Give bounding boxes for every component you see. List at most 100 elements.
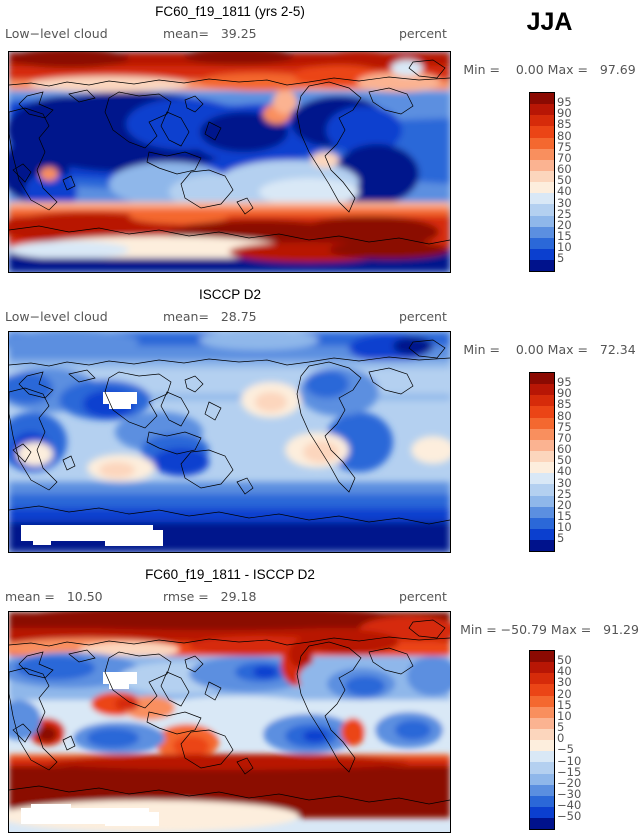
colorbar-tick-label: 60 bbox=[557, 442, 572, 457]
colorbar-tick-label: 15 bbox=[557, 508, 572, 523]
colorbar-segment bbox=[529, 372, 555, 385]
panel-diff-minmax: Min = −50.79 Max = 91.29 bbox=[460, 622, 639, 637]
colorbar-tick-label: 90 bbox=[557, 106, 572, 121]
missing-data-mask bbox=[21, 392, 163, 546]
colorbar-tick-label: 10 bbox=[557, 520, 572, 535]
colorbar-tick-label: 40 bbox=[557, 184, 572, 199]
missing-data-mask bbox=[21, 672, 159, 826]
panel-obs-mean: mean= 28.75 bbox=[163, 309, 257, 324]
colorbar-diff[interactable] bbox=[529, 650, 555, 831]
panel-obs-variable: Low−level cloud bbox=[5, 309, 108, 324]
colorbar-segment bbox=[529, 248, 555, 261]
colorbar-tick-label: 30 bbox=[557, 195, 572, 210]
colorbar-tick-label: 80 bbox=[557, 128, 572, 143]
map-obs[interactable] bbox=[8, 331, 451, 553]
colorbar-segment bbox=[529, 684, 555, 696]
colorbar-segment bbox=[529, 762, 555, 774]
colorbar-tick-label: 75 bbox=[557, 419, 572, 434]
colorbar-tick-label: 10 bbox=[557, 240, 572, 255]
panel-test-variable: Low−level cloud bbox=[5, 26, 108, 41]
colorbar-test[interactable] bbox=[529, 92, 555, 273]
colorbar-segment bbox=[529, 795, 555, 807]
coastlines bbox=[9, 59, 450, 245]
panel-obs: ISCCP D2 Low−level cloud mean= 28.75 per… bbox=[0, 283, 636, 565]
colorbar-segment bbox=[529, 126, 555, 138]
panel-obs-meta: Low−level cloud mean= 28.75 percent bbox=[0, 309, 460, 325]
colorbar-tick-label: 5 bbox=[557, 251, 565, 266]
colorbar-segment bbox=[529, 506, 555, 518]
colorbar-segment bbox=[529, 540, 555, 553]
panel-test-mean: mean= 39.25 bbox=[163, 26, 257, 41]
panel-diff-mean: mean = 10.50 bbox=[5, 589, 103, 604]
colorbar-segment bbox=[529, 784, 555, 796]
colorbar-tick-label: 50 bbox=[557, 653, 572, 668]
colorbar-tick-label: 15 bbox=[557, 697, 572, 712]
colorbar-segment bbox=[529, 260, 555, 273]
colorbar-tick-label: −20 bbox=[557, 775, 582, 790]
map-diff-svg bbox=[9, 612, 450, 832]
colorbar-segment bbox=[529, 484, 555, 496]
colorbar-segment bbox=[529, 204, 555, 216]
colorbar-tick-label: 90 bbox=[557, 386, 572, 401]
colorbar-segment bbox=[529, 193, 555, 205]
panel-test-minmax: Min = 0.00 Max = 97.69 bbox=[463, 62, 636, 77]
colorbar-segment bbox=[529, 740, 555, 752]
colorbar-tick-label: 95 bbox=[557, 95, 572, 110]
colorbar-tick-label: 30 bbox=[557, 675, 572, 690]
colorbar-segment bbox=[529, 226, 555, 238]
colorbar-tick-label: 85 bbox=[557, 397, 572, 412]
colorbar-tick-label: 25 bbox=[557, 486, 572, 501]
colorbar-tick-label: 0 bbox=[557, 731, 565, 746]
panel-diff: FC60_f19_1811 - ISCCP D2 mean = 10.50 rm… bbox=[0, 563, 639, 835]
colorbar-segment bbox=[529, 662, 555, 674]
map-diff-field bbox=[9, 612, 450, 832]
colorbar-tick-label: −10 bbox=[557, 753, 582, 768]
colorbar-tick-label: 70 bbox=[557, 150, 572, 165]
panel-test-units: percent bbox=[399, 26, 447, 41]
colorbar-segment bbox=[529, 137, 555, 149]
colorbar-segment bbox=[529, 395, 555, 407]
panel-test-meta: Low−level cloud mean= 39.25 percent bbox=[0, 26, 460, 42]
panel-diff-meta: mean = 10.50 rmse = 29.18 percent bbox=[0, 589, 460, 605]
colorbar-tick-label: 15 bbox=[557, 228, 572, 243]
colorbar-segment bbox=[529, 215, 555, 227]
colorbar-segment bbox=[529, 182, 555, 194]
map-obs-svg bbox=[9, 332, 450, 552]
colorbar-tick-label: 40 bbox=[557, 464, 572, 479]
colorbar-segment bbox=[529, 115, 555, 127]
colorbar-segment bbox=[529, 673, 555, 685]
colorbar-tick-label: 25 bbox=[557, 206, 572, 221]
colorbar-tick-label: 20 bbox=[557, 217, 572, 232]
colorbar-tick-label: −15 bbox=[557, 764, 582, 779]
colorbar-segment bbox=[529, 406, 555, 418]
colorbar-segment bbox=[529, 384, 555, 396]
panel-obs-units: percent bbox=[399, 309, 447, 324]
colorbar-segment bbox=[529, 148, 555, 160]
colorbar-obs[interactable] bbox=[529, 372, 555, 553]
coastlines bbox=[9, 619, 450, 805]
map-diff[interactable] bbox=[8, 611, 451, 833]
map-test[interactable] bbox=[8, 51, 451, 273]
colorbar-segment bbox=[529, 773, 555, 785]
colorbar-segment bbox=[529, 650, 555, 663]
panel-diff-title: FC60_f19_1811 - ISCCP D2 bbox=[145, 567, 315, 582]
colorbar-tick-label: 20 bbox=[557, 497, 572, 512]
colorbar-segment bbox=[529, 806, 555, 819]
colorbar-segment bbox=[529, 717, 555, 729]
colorbar-segment bbox=[529, 159, 555, 171]
colorbar-segment bbox=[529, 462, 555, 474]
colorbar-segment bbox=[529, 170, 555, 183]
colorbar-tick-label: 95 bbox=[557, 375, 572, 390]
colorbar-tick-label: −30 bbox=[557, 786, 582, 801]
colorbar-segment bbox=[529, 706, 555, 718]
colorbar-tick-label: 20 bbox=[557, 686, 572, 701]
season-label: JJA bbox=[526, 8, 573, 36]
colorbar-segment bbox=[529, 695, 555, 707]
panel-test-title: FC60_f19_1811 (yrs 2-5) bbox=[155, 4, 305, 19]
colorbar-tick-label: 30 bbox=[557, 475, 572, 490]
colorbar-segment bbox=[529, 528, 555, 541]
colorbar-segment bbox=[529, 237, 555, 249]
colorbar-tick-label: 60 bbox=[557, 162, 572, 177]
colorbar-segment bbox=[529, 439, 555, 451]
colorbar-tick-label: 70 bbox=[557, 430, 572, 445]
